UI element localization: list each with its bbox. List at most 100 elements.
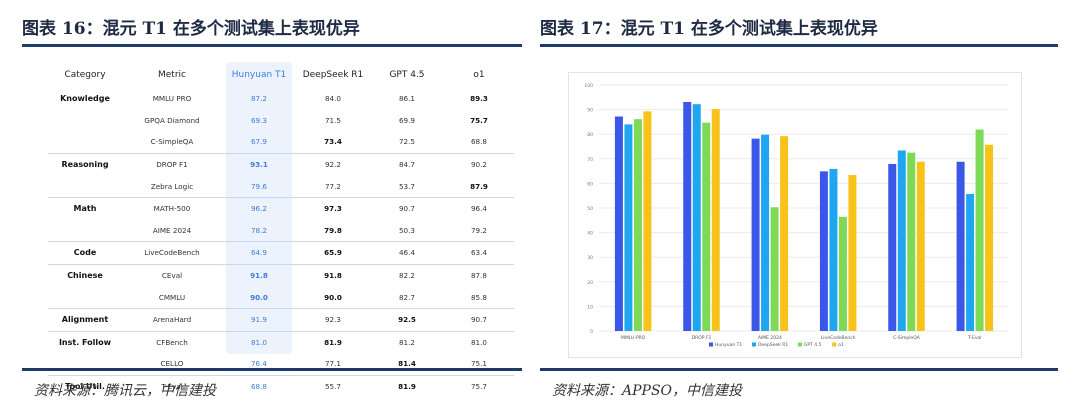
y-tick-label: 100: [584, 83, 593, 89]
score-cell-hunyuan-t1: 79.6: [222, 175, 296, 198]
bar-chart: 0 10 20 30 40 50 60 70 80 90 100 MMLU-PRO DROP F1 AIM…: [584, 83, 1009, 348]
score-cell-gpt-45: 86.1: [398, 94, 415, 104]
table-row: Alignment ArenaHard 91.9 92.3 92.5 90.7: [48, 308, 514, 332]
score-cell-deepseek-r1: 97.3: [324, 204, 342, 214]
score-cell-hunyuan-t1: 91.9: [222, 308, 296, 332]
header-deepseek-r1: DeepSeek R1: [302, 70, 364, 80]
bar: [683, 101, 692, 331]
category-cell: [48, 353, 122, 376]
header-gpt-45: GPT 4.5: [389, 70, 425, 80]
x-tick-label: C-SimpleQA: [893, 335, 921, 341]
figure-16-title: 图表 16：混元 T1 在多个测试集上表现优异: [22, 19, 360, 39]
category-cell: [48, 110, 122, 132]
score-cell-gpt-45: 92.5: [370, 308, 444, 332]
benchmark-table-container: Category Metric Hunyuan T1 DeepSeek R1 G…: [48, 62, 514, 397]
metric-cell: CMMLU: [122, 286, 222, 309]
metric-cell: CELLO: [122, 353, 222, 376]
score-cell-hunyuan-t1: 67.9: [222, 131, 296, 154]
score-cell-deepseek-r1: 73.4: [296, 131, 370, 154]
metric-cell: T-Eval: [161, 382, 183, 392]
bar: [956, 161, 965, 331]
figure-17-source: 资料来源：APPSO，中信建投: [552, 383, 743, 399]
x-tick-label: MMLU-PRO: [621, 335, 646, 341]
score-cell-o1: 81.0: [470, 337, 487, 347]
score-cell-deepseek-r1: 90.0: [296, 286, 370, 309]
score-cell-o1: 90.7: [444, 308, 514, 332]
table-row: Inst. Follow CFBench 81.0 81.9 81.2 81.0: [48, 331, 514, 353]
y-tick-label: 50: [587, 206, 593, 212]
metric-cell: MATH-500: [153, 204, 191, 214]
score-cell-deepseek-r1: 91.8: [324, 271, 342, 281]
score-cell-gpt-45: 72.5: [370, 131, 444, 154]
score-cell-gpt-45: 53.7: [370, 175, 444, 198]
score-cell-hunyuan-t1: 96.2: [250, 204, 267, 214]
footer-rule: [540, 368, 1058, 371]
y-tick-label: 20: [587, 280, 593, 286]
legend-swatch: [797, 342, 802, 347]
category-cell: [48, 219, 122, 243]
bar: [985, 144, 994, 331]
score-cell-gpt-45: 46.4: [370, 241, 444, 265]
score-cell-gpt-45: 84.7: [398, 160, 415, 170]
y-tick-label: 10: [587, 304, 593, 310]
bar: [819, 171, 828, 331]
score-cell-o1: 68.8: [444, 131, 514, 154]
metric-cell: C-SimpleQA: [122, 131, 222, 154]
score-cell-deepseek-r1: 77.2: [296, 175, 370, 198]
category-cell: Code: [48, 241, 122, 265]
bar: [643, 111, 652, 332]
legend-swatch: [709, 342, 713, 347]
metric-cell: ArenaHard: [122, 308, 222, 332]
table-row: Chinese CEval 91.8 91.8 82.2 87.8: [48, 264, 514, 286]
x-tick-label: T-Eval: [967, 335, 981, 341]
table-row: CMMLU 90.0 90.0 82.7 85.8: [48, 286, 514, 309]
metric-cell: CFBench: [156, 337, 188, 347]
score-cell-hunyuan-t1: 68.8: [250, 382, 267, 392]
category-cell: Chinese: [67, 271, 103, 281]
right-panel: 图表 17：混元 T1 在多个测试集上表现优异 0 10 20 30 40 50 60 70 8…: [540, 0, 1058, 417]
table-row: GPQA Diamond 69.3 71.5 69.9 75.7: [48, 110, 514, 132]
bar: [848, 175, 857, 331]
bar: [966, 193, 975, 331]
y-tick-label: 90: [587, 108, 593, 114]
bar: [633, 119, 642, 331]
table-row: Knowledge MMLU PRO 87.2 84.0 86.1 89.3: [48, 88, 514, 110]
title-rule: [22, 44, 522, 47]
score-cell-hunyuan-t1: 78.2: [222, 219, 296, 243]
score-cell-gpt-45: 69.9: [398, 115, 415, 125]
category-cell: Alignment: [48, 308, 122, 332]
table-row: Zebra Logic 79.6 77.2 53.7 87.9: [48, 175, 514, 198]
bar: [614, 116, 623, 331]
x-tick-label: LiveCodeBench: [821, 335, 856, 341]
score-cell-o1: 85.8: [444, 286, 514, 309]
score-cell-o1: 96.4: [470, 204, 487, 214]
score-cell-gpt-45: 81.2: [398, 337, 415, 347]
score-cell-o1: 90.2: [470, 160, 487, 170]
score-cell-gpt-45: 82.7: [370, 286, 444, 309]
bar: [975, 129, 984, 331]
score-cell-gpt-45: 81.4: [370, 353, 444, 376]
score-cell-gpt-45: 82.2: [398, 271, 415, 281]
score-cell-deepseek-r1: 84.0: [324, 94, 341, 104]
category-cell: Inst. Follow: [58, 337, 112, 347]
score-cell-o1: 79.2: [444, 219, 514, 243]
score-cell-hunyuan-t1: 76.4: [222, 353, 296, 376]
category-cell: [48, 175, 122, 198]
title-rule: [540, 44, 1058, 47]
bar: [907, 152, 916, 331]
score-cell-gpt-45: 50.3: [370, 219, 444, 243]
metric-cell: AIME 2024: [122, 219, 222, 243]
bar: [780, 136, 789, 331]
legend-label: Hunyuan T1: [715, 342, 742, 348]
y-tick-label: 40: [587, 231, 593, 237]
score-cell-o1: 75.7: [470, 115, 488, 125]
score-cell-deepseek-r1: 77.1: [296, 353, 370, 376]
score-cell-hunyuan-t1: 87.2: [250, 94, 267, 104]
legend-label: DeepSeek R1: [758, 342, 788, 348]
footer-rule: [22, 368, 522, 371]
bar: [829, 168, 838, 331]
score-cell-hunyuan-t1: 64.9: [222, 241, 296, 265]
category-cell: Tool Util.: [65, 382, 105, 392]
left-panel: 图表 16：混元 T1 在多个测试集上表现优异 Category Metric …: [22, 0, 522, 417]
bar: [761, 134, 770, 331]
